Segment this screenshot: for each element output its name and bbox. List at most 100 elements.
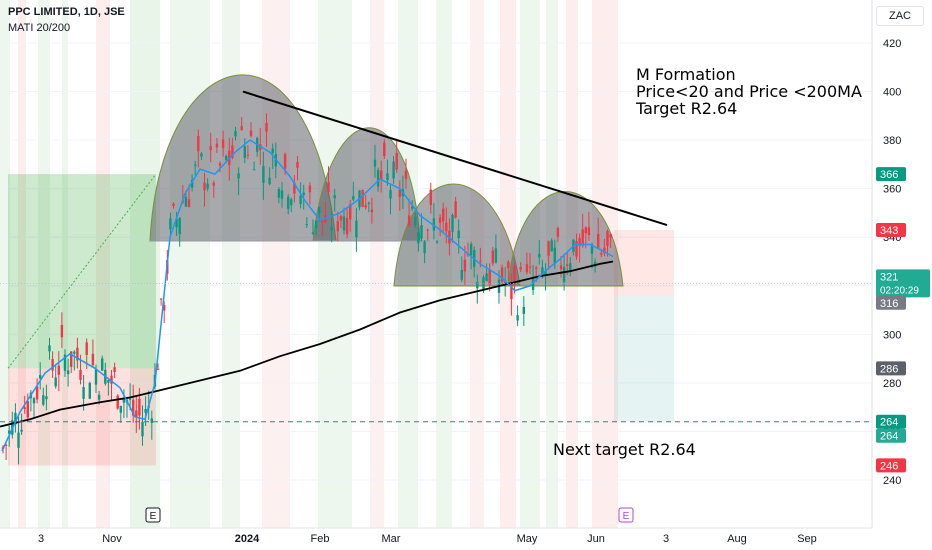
candle-body — [215, 143, 219, 148]
price-label: 316 — [880, 298, 898, 310]
candle-body — [367, 202, 370, 204]
candle-body — [39, 375, 42, 379]
candle-body — [299, 195, 302, 205]
candle-body — [531, 279, 535, 290]
candle-body — [355, 220, 358, 238]
candle-body — [469, 243, 473, 256]
candle-body — [119, 406, 122, 413]
candle-body — [559, 265, 563, 270]
candle-body — [500, 267, 504, 282]
candle-body — [200, 153, 203, 157]
candle-body — [352, 196, 355, 200]
candle-body — [169, 218, 172, 230]
x-tick-label: Sep — [797, 533, 817, 545]
candle-body — [373, 159, 377, 167]
indicator-label: MATI 20/200 — [8, 22, 71, 34]
candle-body — [237, 173, 240, 179]
candle-body — [414, 216, 417, 226]
earnings-marker — [145, 507, 161, 523]
moving-average-lines — [0, 139, 614, 452]
candle-body — [141, 421, 144, 437]
candle-body — [135, 410, 138, 418]
candle-body — [488, 269, 491, 285]
candle-body — [491, 250, 494, 264]
candle-body — [311, 232, 315, 234]
candle-body — [122, 398, 126, 403]
y-tick-label: 400 — [883, 87, 901, 99]
candle-body — [590, 244, 594, 254]
candle-body — [544, 271, 547, 275]
candle-body — [435, 241, 439, 243]
candle-body — [8, 430, 11, 434]
candle-body — [578, 238, 581, 246]
candle-body — [550, 240, 553, 252]
candle-body — [442, 208, 445, 222]
candle-body — [314, 220, 318, 228]
candle-body — [225, 155, 228, 160]
candle-body — [535, 267, 538, 269]
candle-body — [234, 131, 237, 137]
candle-body — [386, 173, 389, 181]
candle-body — [380, 170, 383, 180]
candle-body — [175, 218, 178, 228]
candle-body — [522, 307, 525, 314]
candle-body — [197, 136, 200, 152]
candle-body — [407, 215, 411, 226]
candle-body — [128, 398, 132, 400]
candle-body — [172, 203, 175, 206]
candle-body — [528, 266, 532, 268]
candle-body — [231, 145, 234, 158]
candle-body — [268, 177, 271, 185]
candle-body — [97, 394, 101, 400]
candle-body — [562, 266, 566, 283]
candle-body — [417, 232, 420, 244]
candle-body — [566, 264, 569, 266]
price-label-box — [876, 361, 906, 376]
dome-shape — [393, 183, 521, 287]
candle-body — [541, 267, 544, 276]
y-tick-label: 420 — [883, 38, 901, 50]
candle-body — [91, 353, 95, 366]
session-band — [38, 0, 50, 528]
candle-body — [538, 254, 541, 258]
ma-line — [1, 139, 614, 452]
candlesticks — [1, 113, 612, 465]
candle-body — [383, 142, 386, 157]
candle-body — [342, 216, 346, 231]
annotation-line-3: Target R2.64 — [636, 99, 738, 118]
price-label: 286 — [880, 363, 898, 375]
candle-body — [262, 166, 265, 183]
candle-body — [42, 395, 45, 405]
y-tick-label: 240 — [883, 475, 901, 487]
price-label: 343 — [880, 225, 898, 237]
candle-body — [584, 227, 587, 234]
chart-title: PPC LIMITED, 1D, JSE — [8, 6, 125, 18]
candle-body — [218, 163, 222, 166]
resistance-trendline — [242, 90, 668, 227]
candle-body — [60, 325, 64, 338]
candle-body — [212, 182, 215, 186]
candle-body — [132, 399, 135, 416]
session-band — [318, 0, 352, 528]
candle-body — [35, 386, 39, 400]
x-tick-label: Nov — [102, 533, 122, 545]
candle-body — [510, 284, 513, 300]
x-tick-label: 3 — [663, 533, 669, 545]
candle-body — [296, 161, 299, 168]
candle-body — [547, 241, 550, 256]
currency-button[interactable]: ZAC — [876, 6, 924, 26]
candle-body — [23, 407, 26, 410]
candle-body — [101, 358, 104, 371]
candle-body — [432, 218, 436, 231]
annotation-line-1: M Formation — [636, 65, 736, 84]
y-tick-label: 280 — [883, 378, 901, 390]
candle-body — [203, 182, 206, 191]
candle-body — [479, 260, 482, 262]
candle-body — [330, 226, 333, 231]
candle-body — [597, 234, 600, 248]
candle-body — [389, 190, 392, 199]
candle-body — [107, 379, 110, 383]
candle-body — [507, 261, 510, 269]
candle-body — [411, 206, 414, 209]
